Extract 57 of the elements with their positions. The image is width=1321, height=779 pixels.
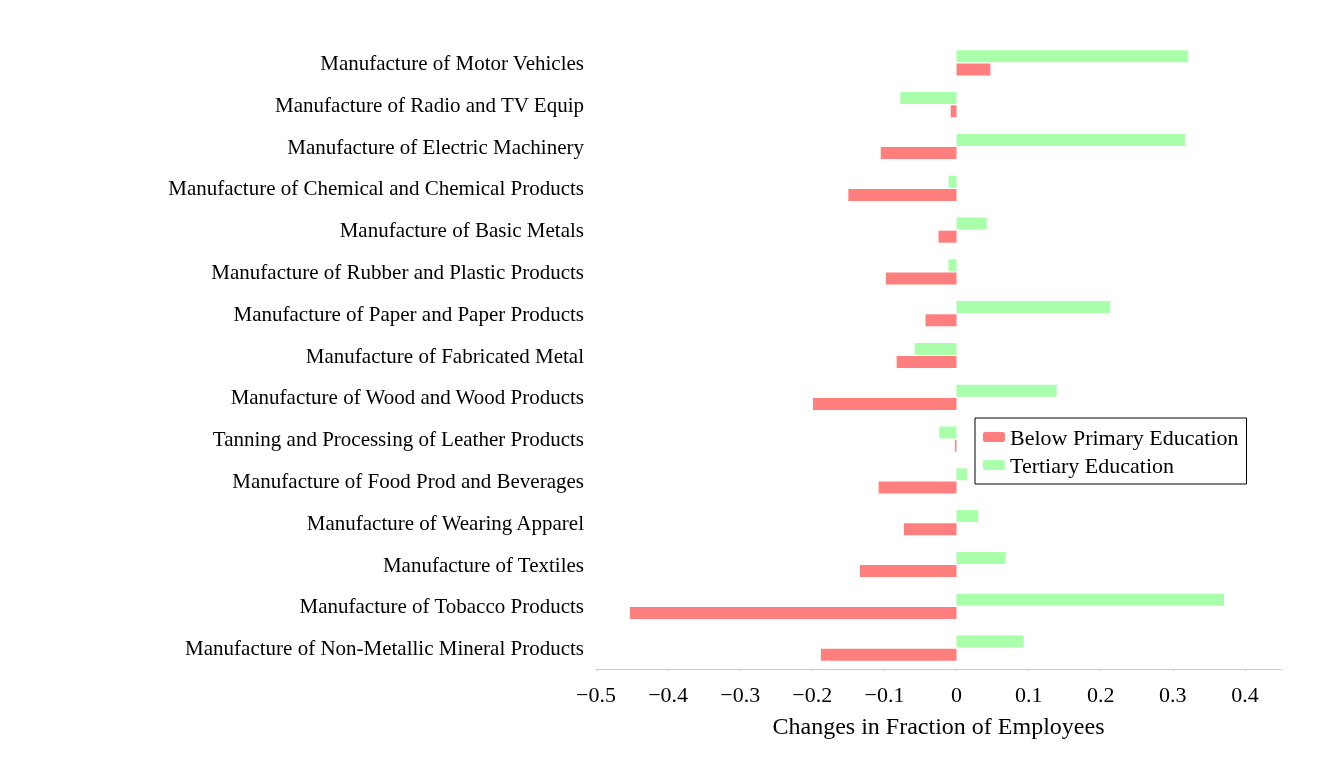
bar [820, 648, 957, 661]
bar [914, 342, 957, 355]
bar [939, 426, 957, 439]
x-tick-label: −0.4 [648, 681, 689, 707]
bar [813, 397, 957, 410]
y-tick-label: Manufacture of Wood and Wood Products [230, 385, 584, 410]
legend-label: Tertiary Education [1010, 452, 1175, 478]
bar [848, 188, 957, 201]
bar [956, 133, 1186, 146]
bar [880, 147, 957, 160]
x-tick-label: −0.3 [720, 681, 761, 707]
bar [956, 635, 1024, 648]
bar [956, 301, 1111, 314]
bar [956, 551, 1006, 564]
x-tick-label: −0.5 [576, 681, 616, 707]
bar [903, 523, 957, 536]
bar [925, 314, 957, 327]
x-tick-label: −0.1 [864, 681, 905, 707]
y-tick-label: Manufacture of Rubber and Plastic Products [211, 259, 584, 284]
bar [956, 63, 991, 76]
bar [938, 230, 957, 243]
x-tick-label: 0 [951, 681, 963, 707]
y-tick-label: Manufacture of Tobacco Products [299, 594, 584, 619]
bar [956, 593, 1225, 606]
x-tick-label: −0.2 [792, 681, 833, 707]
x-tick-label: 0.1 [1014, 681, 1043, 707]
legend-label: Below Primary Education [1010, 424, 1239, 450]
bar [956, 384, 1057, 397]
y-tick-label: Manufacture of Basic Metals [339, 218, 584, 243]
bar [896, 356, 957, 369]
bar [956, 510, 979, 523]
y-tick-label: Manufacture of Chemical and Chemical Products [168, 176, 584, 201]
y-tick-label: Manufacture of Electric Machinery [287, 134, 585, 159]
y-tick-label: Manufacture of Non-Metallic Mineral Products [185, 636, 584, 661]
y-tick-label: Manufacture of Paper and Paper Products [233, 301, 584, 326]
bar [950, 105, 957, 118]
bar [956, 50, 1188, 63]
bar [948, 175, 957, 188]
y-tick-label: Manufacture of Wearing Apparel [306, 510, 585, 535]
x-tick-label: 0.4 [1231, 681, 1259, 707]
y-tick-label: Manufacture of Radio and TV Equip [275, 92, 584, 117]
bar [900, 92, 957, 105]
x-tick-label: 0.2 [1086, 681, 1115, 707]
bar [956, 468, 968, 481]
y-tick-label: Manufacture of Fabricated Metal [305, 343, 585, 368]
bar [629, 606, 957, 619]
bar [878, 481, 957, 494]
bar [956, 217, 987, 230]
y-tick-label: Manufacture of Motor Vehicles [320, 50, 584, 75]
x-axis-title: Changes in Fraction of Employees [772, 713, 1105, 739]
x-tick-label: 0.3 [1159, 681, 1187, 707]
bar [859, 565, 957, 578]
y-tick-label: Manufacture of Textiles [382, 552, 584, 577]
bar [948, 259, 957, 272]
y-tick-label: Tanning and Processing of Leather Products [212, 427, 584, 452]
y-tick-label: Manufacture of Food Prod and Beverages [232, 468, 584, 493]
bar [885, 272, 957, 285]
